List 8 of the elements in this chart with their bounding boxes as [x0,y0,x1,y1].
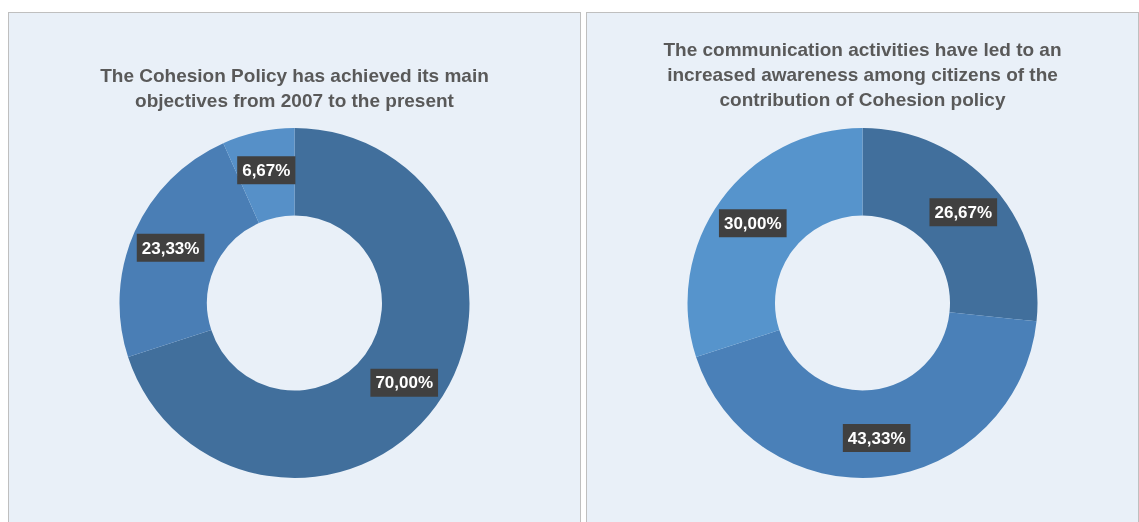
data-label: 6,67% [242,161,291,181]
data-label: 23,33% [141,238,200,258]
data-label: 30,00% [723,213,782,233]
chart-title: The communication activities have led to an increased awareness among citizens of the contribution of Cohesion policy [662,38,1063,112]
data-label: 26,67% [934,202,993,222]
data-label: 43,33% [847,428,906,448]
chart-title: The Cohesion Policy has achieved its main objectives from 2007 to the present [99,64,490,113]
data-label: 70,00% [375,373,434,393]
